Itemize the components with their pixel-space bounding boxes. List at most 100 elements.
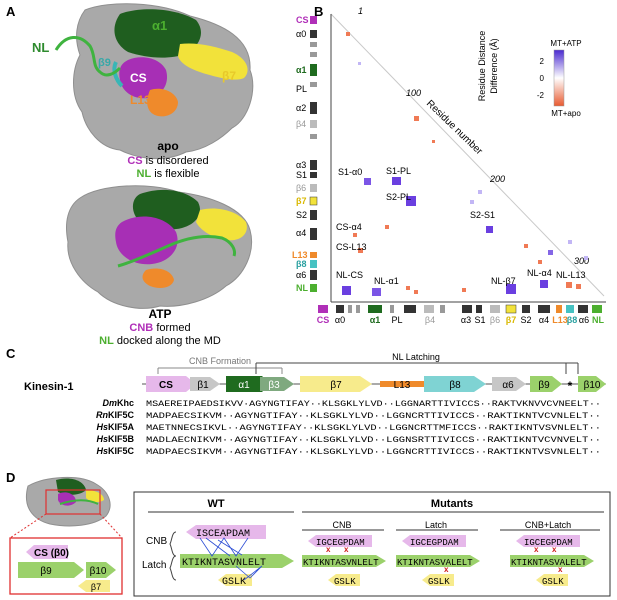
latch-col-mid-seq: KTIKNTASVALELT bbox=[397, 558, 473, 568]
left-label-s2: S2 bbox=[296, 210, 307, 220]
latch-brace bbox=[169, 555, 177, 581]
atp-caption-line1: CNB formed bbox=[129, 322, 190, 334]
ruler-bot-s1 bbox=[476, 305, 482, 313]
ruler-left-b1 bbox=[310, 42, 317, 47]
row-4-seq: MADLAECNIKVM··AGYNGTIFAY··KLSGKLYLVD··LG… bbox=[146, 435, 601, 445]
cell bbox=[486, 226, 493, 233]
nl-latching-label: NL Latching bbox=[392, 352, 440, 362]
bot-label-beta4: β4 bbox=[425, 315, 435, 325]
row-4-suffix: KIF5B bbox=[108, 434, 135, 444]
cell bbox=[406, 196, 416, 206]
cell bbox=[538, 260, 542, 264]
row-5-suffix: KIF5C bbox=[108, 446, 135, 456]
ruler-bot-b3 bbox=[390, 305, 394, 313]
apo-nl-loop bbox=[54, 36, 122, 77]
inset-beta0-text: (β0) bbox=[51, 548, 69, 559]
cnb-col-mid-seq: KTIKNTASVNLELT bbox=[303, 558, 379, 568]
cell bbox=[506, 284, 516, 294]
row-3-seq: MAETNNECSIKVL··AGYNGTIFAY··KLSGKLYLVD··L… bbox=[146, 423, 601, 433]
diagonal-line bbox=[330, 13, 605, 297]
cell bbox=[353, 233, 357, 237]
both-col-latch-arrow bbox=[510, 555, 594, 567]
inset-beta10-arrow bbox=[86, 562, 116, 578]
ruler-left-a4 bbox=[310, 228, 317, 240]
cnb-col-top-seq: IGCEGPDAM bbox=[316, 538, 365, 548]
contact-cs-l13: CS-L13 bbox=[336, 242, 367, 252]
cell bbox=[568, 240, 572, 244]
cnb-col-latch-arrow bbox=[302, 555, 386, 567]
bot-label-alpha3: α3 bbox=[461, 315, 471, 325]
cell bbox=[584, 256, 588, 260]
contact-nl-l13: NL-L13 bbox=[556, 270, 586, 280]
atp-nl-strand bbox=[117, 234, 236, 268]
row-4-name: HsKIF5B bbox=[96, 434, 134, 444]
residue-axis-label: Residue number bbox=[424, 98, 485, 157]
row-3-prefix: Hs bbox=[96, 422, 108, 432]
ruler-left-b8 bbox=[310, 260, 317, 268]
wt-top-seq: ISCEAPDAM bbox=[196, 529, 250, 540]
bot-label-s2: S2 bbox=[520, 315, 531, 325]
both-col-top-seq: IGCEGPDAM bbox=[524, 538, 573, 548]
row-5-seq: MADPAECSIKVM··AGYNGTIFAY··KLSGKLYLVD··LG… bbox=[146, 447, 601, 457]
left-label-beta4: β4 bbox=[296, 119, 306, 129]
row-3-suffix: KIF5A bbox=[108, 422, 135, 432]
ruler-bot-nl bbox=[592, 305, 602, 313]
apo-structure: α1 NL β9 CS L13 β7 bbox=[32, 3, 254, 160]
row-1-name: DmKhc bbox=[102, 398, 134, 408]
ruler-bot-b1 bbox=[348, 305, 352, 313]
atp-cs-region bbox=[115, 216, 178, 265]
wt-cs-arrow bbox=[186, 525, 266, 539]
legend-title-1: Residue Distance bbox=[477, 31, 487, 102]
bottom-labels: CS α0 α1 PL β4 α3 S1 β6 β7 S2 α4 L13 β8 … bbox=[317, 315, 605, 325]
inset-beta7-label: β7 bbox=[91, 582, 101, 592]
ruler-bot-a3 bbox=[462, 305, 472, 313]
cnb-col-cs-arrow bbox=[308, 535, 372, 547]
cnb-col-title: CNB bbox=[332, 520, 351, 530]
atp-cnb-term: CNB bbox=[129, 322, 153, 334]
cell bbox=[372, 288, 381, 296]
row-2-seq: MADPAECSIKVM··AGYNGTIFAY··KLSGKLYLVD··LG… bbox=[146, 411, 601, 421]
ruler-left-b7 bbox=[309, 196, 318, 206]
atp-title: ATP bbox=[148, 307, 171, 321]
ruler-bot-b8 bbox=[566, 305, 574, 313]
legend-tick-0: 0 bbox=[540, 74, 545, 83]
cell bbox=[342, 286, 351, 295]
left-label-s1: S1 bbox=[296, 170, 307, 180]
bottom-ruler bbox=[318, 304, 602, 314]
ruler-left-b6 bbox=[310, 184, 317, 192]
legend-tick-neg2: -2 bbox=[537, 91, 545, 100]
atp-nl-desc: docked along the MD bbox=[117, 335, 221, 347]
ruler-bot-b7 bbox=[505, 304, 517, 314]
cell bbox=[385, 225, 389, 229]
contact-nl-alpha4: NL-α4 bbox=[527, 268, 552, 278]
cell bbox=[346, 32, 350, 36]
wt-title: WT bbox=[207, 498, 224, 510]
ss-l13-label: L13 bbox=[394, 380, 411, 391]
apo-beta7-region bbox=[178, 43, 248, 80]
ss-alpha1-label: α1 bbox=[238, 380, 250, 391]
apo-beta9-label: β9 bbox=[98, 57, 111, 69]
ss-alpha1 bbox=[226, 376, 270, 392]
ruler-left-a0 bbox=[310, 30, 317, 38]
latch-col-title: Latch bbox=[425, 520, 447, 530]
both-col-mark-2: x bbox=[552, 545, 557, 554]
ruler-bot-a4 bbox=[538, 305, 550, 313]
atp-cnb-desc: formed bbox=[156, 322, 190, 334]
bot-label-alpha0: α0 bbox=[335, 315, 345, 325]
wt-mid-seq: KTIKNTASVNLELT bbox=[182, 558, 266, 569]
ss-beta10-label: β10 bbox=[584, 380, 601, 391]
ruler-left-b4 bbox=[310, 120, 317, 128]
left-label-alpha3: α3 bbox=[296, 160, 306, 170]
ruler-left-a3 bbox=[310, 160, 317, 170]
ss-alpha6 bbox=[492, 377, 526, 391]
ss-beta8-label: β8 bbox=[449, 380, 461, 391]
legend-tick-2: 2 bbox=[540, 57, 545, 66]
row-2-suffix: KIF5C bbox=[108, 410, 135, 420]
apo-title: apo bbox=[157, 139, 178, 153]
cnb-formation-label: CNB Formation bbox=[189, 356, 251, 366]
row-label-latch: Latch bbox=[142, 560, 166, 571]
mutants-box: WT Mutants CNB Latch ISCEAPDAM KTIKNTASV… bbox=[133, 491, 611, 597]
contact-cells bbox=[342, 32, 588, 296]
panel-b-letter: B bbox=[314, 4, 323, 19]
apo-nl-label: NL bbox=[32, 40, 49, 55]
